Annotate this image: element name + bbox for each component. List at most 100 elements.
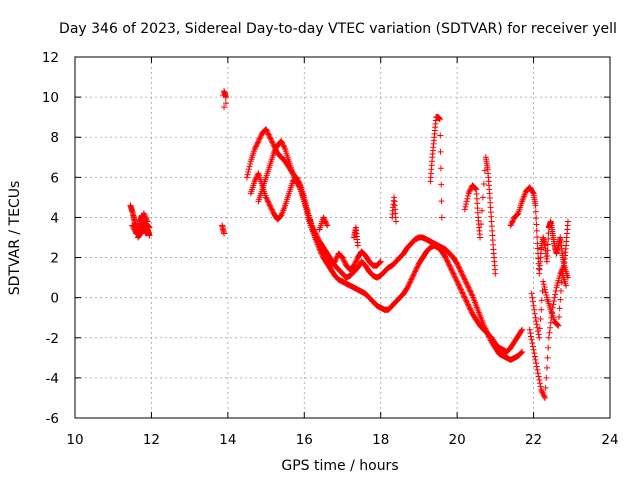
data-point xyxy=(463,201,470,208)
x-tick-label: 20 xyxy=(449,432,466,448)
data-point xyxy=(269,139,276,146)
data-point xyxy=(140,225,147,232)
data-point xyxy=(464,300,471,307)
data-point xyxy=(449,267,456,274)
data-point xyxy=(533,318,540,325)
data-point xyxy=(463,280,470,287)
data-point xyxy=(528,290,535,297)
data-point xyxy=(465,302,472,309)
data-point xyxy=(534,234,541,241)
data-point xyxy=(257,134,264,141)
data-point xyxy=(322,219,329,226)
data-point xyxy=(534,366,541,373)
data-point xyxy=(552,287,559,294)
data-point xyxy=(533,221,540,228)
data-point xyxy=(310,229,317,236)
data-point xyxy=(557,296,564,303)
data-point xyxy=(304,211,311,218)
data-point xyxy=(311,231,318,238)
x-tick-label: 14 xyxy=(219,432,236,448)
data-point xyxy=(459,271,466,278)
data-point xyxy=(266,132,273,139)
data-point xyxy=(302,203,309,210)
data-point xyxy=(448,266,455,273)
data-point xyxy=(139,227,146,234)
data-point xyxy=(412,268,419,275)
data-point xyxy=(456,282,463,289)
data-point xyxy=(531,306,538,313)
data-point xyxy=(351,261,358,268)
data-point xyxy=(477,234,484,241)
data-point xyxy=(466,285,473,292)
data-point xyxy=(413,265,420,272)
data-point xyxy=(340,257,347,264)
data-point xyxy=(466,305,473,312)
data-point xyxy=(527,330,534,337)
data-point xyxy=(518,327,525,334)
data-point xyxy=(408,275,415,282)
data-point xyxy=(455,281,462,288)
data-point xyxy=(278,139,285,146)
data-point xyxy=(541,393,548,400)
data-point xyxy=(281,144,288,151)
data-point xyxy=(130,225,137,232)
data-point xyxy=(323,221,330,228)
chart-title: Day 346 of 2023, Sidereal Day-to-day VTE… xyxy=(59,21,617,37)
data-point xyxy=(322,255,329,262)
data-point xyxy=(528,336,535,343)
data-point xyxy=(414,264,421,271)
data-point xyxy=(461,294,468,301)
y-tick-label: -4 xyxy=(46,371,59,387)
data-point xyxy=(554,322,561,329)
data-point xyxy=(309,227,316,234)
data-point xyxy=(133,227,140,234)
data-point xyxy=(270,140,277,147)
data-point xyxy=(466,287,473,294)
data-point xyxy=(533,321,540,328)
data-point xyxy=(221,230,228,237)
series-cluster-13.9h xyxy=(219,88,229,237)
data-point xyxy=(138,228,145,235)
data-point xyxy=(518,349,525,356)
data-point xyxy=(531,350,538,357)
data-point xyxy=(268,205,275,212)
data-point xyxy=(314,237,321,244)
data-point xyxy=(247,160,254,167)
data-point xyxy=(354,242,361,249)
data-point xyxy=(310,230,317,237)
data-point xyxy=(263,195,270,202)
data-point xyxy=(467,306,474,313)
data-point xyxy=(251,178,258,185)
data-point xyxy=(543,291,550,298)
data-point xyxy=(456,265,463,272)
data-point xyxy=(442,254,449,261)
data-point xyxy=(246,163,253,170)
data-point xyxy=(478,221,485,228)
data-point xyxy=(411,269,418,276)
data-point xyxy=(538,386,545,393)
data-point xyxy=(544,247,551,254)
data-point xyxy=(319,249,326,256)
data-point xyxy=(544,241,551,248)
data-point xyxy=(533,363,540,370)
data-point xyxy=(312,234,319,241)
data-point xyxy=(508,219,515,226)
data-point xyxy=(138,221,145,228)
data-point xyxy=(459,289,466,296)
data-point xyxy=(438,198,445,205)
data-point xyxy=(142,214,149,221)
data-point xyxy=(465,284,472,291)
plot-frame xyxy=(74,56,611,419)
data-point xyxy=(465,190,472,197)
data-point xyxy=(461,275,468,282)
series-late-cluster xyxy=(507,184,571,401)
data-point xyxy=(264,198,271,205)
data-point xyxy=(244,171,251,178)
y-tick-label: 10 xyxy=(42,90,59,106)
y-tick-label: -2 xyxy=(46,331,59,347)
data-point xyxy=(294,181,301,188)
data-point xyxy=(339,254,346,261)
data-point xyxy=(564,218,571,225)
data-point xyxy=(269,207,276,214)
data-point xyxy=(256,136,263,143)
